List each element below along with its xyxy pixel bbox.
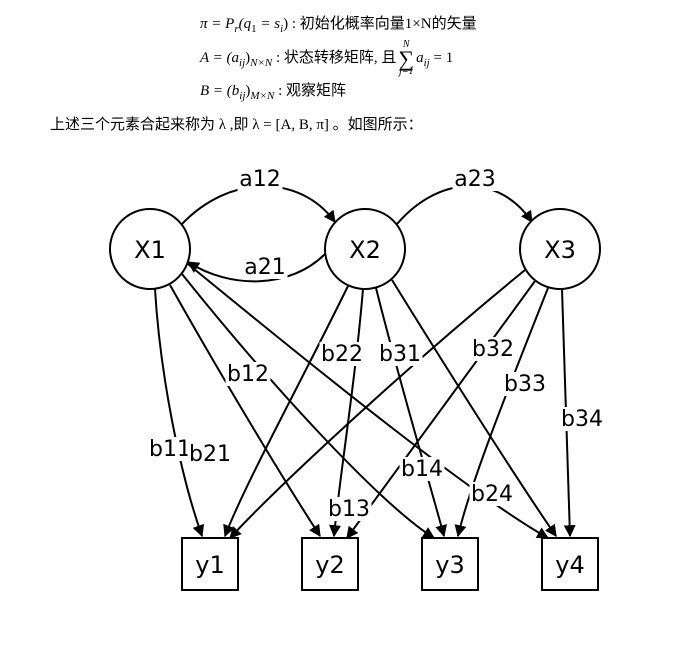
summation: N∑j=1 bbox=[398, 40, 414, 78]
obs-label-y3: y3 bbox=[435, 551, 464, 579]
svg-text:b22: b22 bbox=[321, 342, 363, 367]
eq2-dim: N×N bbox=[250, 57, 272, 69]
b-edge-label-b31: b31 bbox=[378, 342, 423, 367]
sum-bot: j=1 bbox=[398, 67, 414, 77]
eq-pi: π = Pr(q1 = si) : 初始化概率向量1×N的矢量 bbox=[200, 10, 690, 40]
b-edge-label-b32: b32 bbox=[471, 337, 516, 362]
eq2-left: A = (a bbox=[200, 50, 239, 66]
eq2-desc: : 状态转移矩阵, 且 bbox=[272, 50, 396, 66]
svg-text:b33: b33 bbox=[504, 372, 546, 397]
diagram-container: a12 a21 a23 b11 b12 b13 b14 b21 b22 b24 b31 b32 b33 b… bbox=[0, 144, 690, 604]
svg-text:b34: b34 bbox=[561, 407, 603, 432]
b-edge-b11 bbox=[155, 289, 202, 536]
obs-label-y4: y4 bbox=[555, 551, 584, 579]
b-edge-label-b12: b12 bbox=[226, 362, 271, 387]
eq1-desc: : 初始化概率向量1×N的矢量 bbox=[288, 16, 476, 32]
b-edge-label-b22: b22 bbox=[320, 342, 365, 367]
eq1-mid: (q bbox=[239, 16, 252, 32]
state-label-X3: X3 bbox=[544, 236, 576, 264]
b-edge-b13 bbox=[182, 274, 434, 538]
eq-B: B = (bij)M×N : 观察矩阵 bbox=[200, 77, 690, 107]
b-edge-label-b24: b24 bbox=[470, 482, 515, 507]
equations-block: π = Pr(q1 = si) : 初始化概率向量1×N的矢量 A = (aij… bbox=[0, 0, 690, 107]
svg-text:b31: b31 bbox=[379, 342, 421, 367]
b-edge-label-b11: b11 bbox=[148, 437, 193, 462]
eq2-a: a bbox=[416, 50, 424, 66]
a-edge-label-a12: a12 bbox=[238, 167, 283, 192]
svg-text:a21: a21 bbox=[244, 255, 285, 280]
svg-text:b11: b11 bbox=[149, 437, 191, 462]
eq1-eq: = s bbox=[257, 16, 280, 32]
state-label-X2: X2 bbox=[349, 236, 381, 264]
eq2-eq1: = 1 bbox=[430, 50, 453, 66]
b-edge-label-b13: b13 bbox=[327, 497, 372, 522]
eq3-dim: M×N bbox=[250, 90, 274, 102]
a-edge-label-a21: a21 bbox=[243, 255, 288, 280]
sigma-symbol: ∑ bbox=[398, 50, 414, 68]
svg-text:b32: b32 bbox=[472, 337, 514, 362]
caption-text: 上述三个元素合起来称为 λ ,即 λ = [A, B, π] 。如图所示： bbox=[0, 107, 690, 144]
b-edge-label-b33: b33 bbox=[503, 372, 548, 397]
svg-text:b13: b13 bbox=[328, 497, 370, 522]
b-edge-label-b21: b21 bbox=[188, 442, 233, 467]
obs-label-y1: y1 bbox=[195, 551, 224, 579]
eq3-left: B = (b bbox=[200, 83, 239, 99]
eq-A: A = (aij)N×N : 状态转移矩阵, 且N∑j=1aij = 1 bbox=[200, 40, 690, 78]
a-edge-label-a23: a23 bbox=[453, 167, 498, 192]
svg-text:b21: b21 bbox=[189, 442, 231, 467]
eq3-desc: : 观察矩阵 bbox=[274, 83, 346, 99]
svg-text:b24: b24 bbox=[471, 482, 513, 507]
b-edge-label-b14: b14 bbox=[400, 457, 445, 482]
svg-text:a23: a23 bbox=[454, 167, 495, 192]
svg-text:b12: b12 bbox=[227, 362, 269, 387]
state-label-X1: X1 bbox=[134, 236, 166, 264]
b-edge-label-b34: b34 bbox=[560, 407, 605, 432]
obs-label-y2: y2 bbox=[315, 551, 344, 579]
svg-text:a12: a12 bbox=[239, 167, 280, 192]
eq1-pi: π = P bbox=[200, 16, 234, 32]
hmm-diagram: a12 a21 a23 b11 b12 b13 b14 b21 b22 b24 b31 b32 b33 b… bbox=[30, 144, 660, 604]
svg-text:b14: b14 bbox=[401, 457, 443, 482]
